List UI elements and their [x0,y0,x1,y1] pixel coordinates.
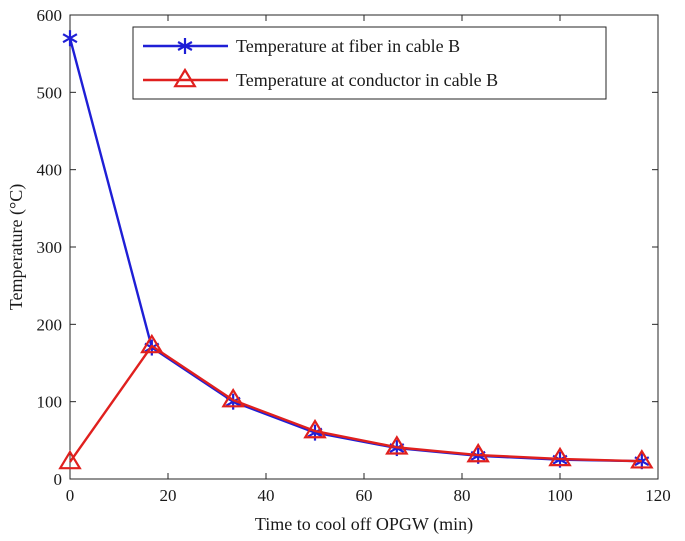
y-tick-label: 300 [37,238,63,257]
legend-entry: Temperature at conductor in cable B [143,67,498,90]
y-tick-label: 0 [54,470,63,489]
triangle-marker [221,387,245,408]
triangle-marker [140,333,164,354]
x-tick-label: 20 [160,486,177,505]
series-line [69,344,642,463]
x-tick-label: 60 [356,486,373,505]
triangle-marker [58,449,82,470]
y-tick-label: 100 [37,393,63,412]
legend-box [132,26,607,100]
y-tick-label: 600 [37,6,63,25]
triangle-marker [466,442,490,463]
triangle-marker [548,446,572,467]
x-axis-title: Time to cool off OPGW (min) [255,514,473,535]
y-tick-label: 500 [37,83,63,102]
asterisk-marker [62,30,78,47]
axis-ticks: 0 20 40 60 80 100 120 0 100 200 300 400 500 600 [37,6,671,505]
y-tick-label: 200 [37,315,63,334]
x-tick-label: 80 [454,486,471,505]
x-tick-label: 120 [645,486,671,505]
series-conductor [58,333,654,470]
triangle-marker [630,449,654,469]
x-tick-label: 100 [547,486,573,505]
triangle-marker [303,418,327,439]
y-tick-label: 400 [37,161,63,180]
y-axis-title: Temperature (°C) [6,184,27,310]
legend: Temperature at fiber in cable B Temperatu… [132,26,607,100]
series-layer [58,30,654,470]
triangle-marker [173,67,197,88]
legend-label: Temperature at fiber in cable B [236,36,460,56]
x-tick-label: 0 [66,486,75,505]
triangle-marker [385,435,409,455]
legend-label: Temperature at conductor in cable B [236,70,498,90]
legend-entry: Temperature at fiber in cable B [143,36,460,56]
asterisk-marker [177,38,193,54]
x-tick-label: 40 [258,486,275,505]
